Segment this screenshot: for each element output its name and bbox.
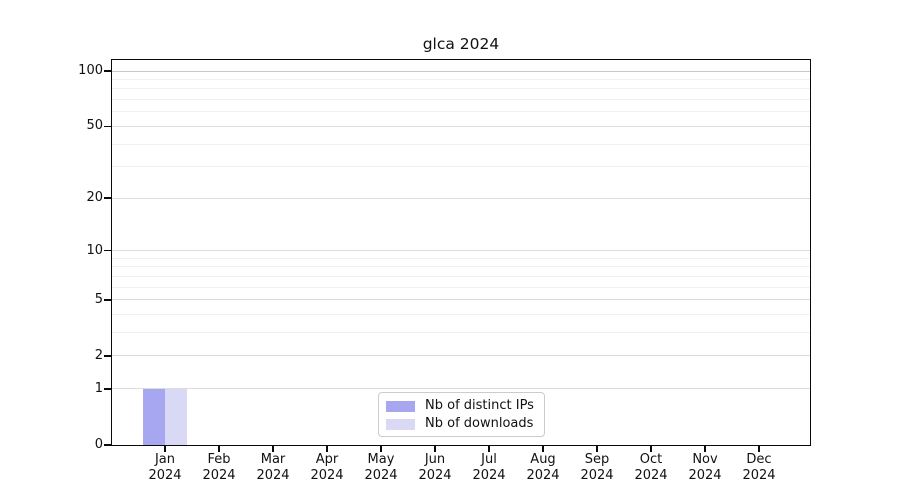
x-tick-month: Apr — [315, 452, 339, 467]
y-tick-mark — [104, 70, 111, 72]
legend-row: Nb of downloads — [386, 415, 538, 433]
x-tick-month: Sep — [584, 452, 610, 467]
x-tick-year: 2024 — [472, 467, 506, 483]
gridline-minor — [112, 78, 810, 80]
x-tick-mark — [758, 446, 760, 452]
x-tick-year: 2024 — [688, 467, 722, 483]
x-tick-year: 2024 — [310, 467, 344, 483]
gridline-major — [112, 250, 810, 252]
y-tick-label: 100 — [78, 63, 103, 78]
x-tick-year: 2024 — [526, 467, 560, 483]
x-tick-year: 2024 — [148, 467, 182, 483]
y-tick-mark — [104, 125, 111, 128]
gridline-minor — [112, 266, 810, 268]
x-tick-year: 2024 — [364, 467, 398, 483]
x-tick-month: Feb — [207, 452, 231, 467]
bar-distinct-ips — [143, 388, 165, 445]
gridline-major — [112, 197, 810, 199]
x-tick-mark — [542, 446, 544, 452]
x-tick-year: 2024 — [418, 467, 452, 483]
x-tick-month: Dec — [746, 452, 772, 467]
x-tick-month: Jun — [424, 452, 446, 467]
gridline-minor — [112, 143, 810, 145]
gridline-major — [112, 388, 810, 390]
y-tick-label: 5 — [94, 291, 103, 307]
gridline-minor — [112, 314, 810, 316]
gridline-major — [112, 299, 810, 301]
gridline-minor — [112, 257, 810, 259]
gridline-minor — [112, 111, 810, 113]
y-tick-label: 10 — [86, 242, 103, 258]
x-tick-label: Apr 2024 — [292, 452, 362, 483]
x-tick-mark — [596, 446, 598, 452]
x-tick-month: Aug — [530, 452, 556, 467]
x-tick-month: Jan — [154, 452, 176, 467]
gridline-major — [112, 355, 810, 357]
bar-downloads — [165, 388, 187, 445]
gridline-minor — [112, 286, 810, 288]
x-tick-mark — [434, 446, 436, 452]
legend-label: Nb of downloads — [425, 416, 534, 431]
y-tick-mark — [104, 298, 111, 301]
x-tick-label: Feb 2024 — [184, 452, 254, 483]
y-tick-mark — [104, 355, 111, 357]
x-tick-mark — [326, 446, 328, 452]
x-tick-label: Mar 2024 — [238, 452, 308, 483]
gridline-minor — [112, 88, 810, 90]
x-tick-mark — [704, 446, 706, 452]
legend-swatch — [386, 418, 415, 430]
x-tick-mark — [650, 446, 652, 452]
chart-title: glca 2024 — [422, 35, 500, 53]
y-tick-label: 2 — [94, 347, 103, 363]
x-tick-mark — [272, 446, 274, 452]
x-tick-year: 2024 — [202, 467, 236, 483]
plot-area — [112, 60, 810, 445]
legend-swatch — [386, 400, 415, 412]
x-tick-mark — [164, 446, 166, 452]
x-tick-label: Oct 2024 — [616, 452, 686, 483]
y-tick-mark — [104, 249, 111, 252]
gridline-minor — [112, 332, 810, 334]
gridline-minor — [112, 166, 810, 168]
y-tick-label: 1 — [94, 380, 103, 396]
x-tick-mark — [218, 446, 220, 452]
x-tick-year: 2024 — [634, 467, 668, 483]
legend: Nb of distinct IPs Nb of downloads — [378, 392, 545, 437]
legend-row: Nb of distinct IPs — [386, 397, 538, 415]
x-tick-month: Nov — [692, 452, 718, 467]
y-tick-label: 50 — [86, 118, 103, 134]
x-tick-year: 2024 — [256, 467, 290, 483]
x-tick-mark — [380, 446, 382, 452]
x-tick-label: Dec 2024 — [724, 452, 794, 483]
x-tick-label: Aug 2024 — [508, 452, 578, 483]
x-tick-month: Mar — [260, 452, 286, 467]
x-tick-mark — [488, 446, 490, 452]
gridline-major — [112, 70, 810, 72]
x-tick-label: Jul 2024 — [454, 452, 524, 483]
x-tick-label: Sep 2024 — [562, 452, 632, 483]
y-tick-label: 0 — [94, 437, 103, 452]
x-tick-label: Jan 2024 — [130, 452, 200, 483]
x-tick-label: May 2024 — [346, 452, 416, 483]
y-tick-label: 20 — [86, 190, 103, 206]
x-tick-month: Jul — [481, 452, 497, 467]
gridline-major — [112, 125, 810, 127]
x-tick-month: Oct — [639, 452, 663, 467]
y-tick-mark — [104, 444, 111, 446]
y-tick-mark — [104, 197, 111, 200]
legend-label: Nb of distinct IPs — [425, 398, 534, 413]
gridline-minor — [112, 99, 810, 101]
x-tick-label: Nov 2024 — [670, 452, 740, 483]
x-tick-label: Jun 2024 — [400, 452, 470, 483]
x-tick-year: 2024 — [580, 467, 614, 483]
y-tick-mark — [104, 388, 111, 390]
gridline-minor — [112, 275, 810, 277]
x-tick-month: May — [367, 452, 395, 467]
x-tick-year: 2024 — [742, 467, 776, 483]
